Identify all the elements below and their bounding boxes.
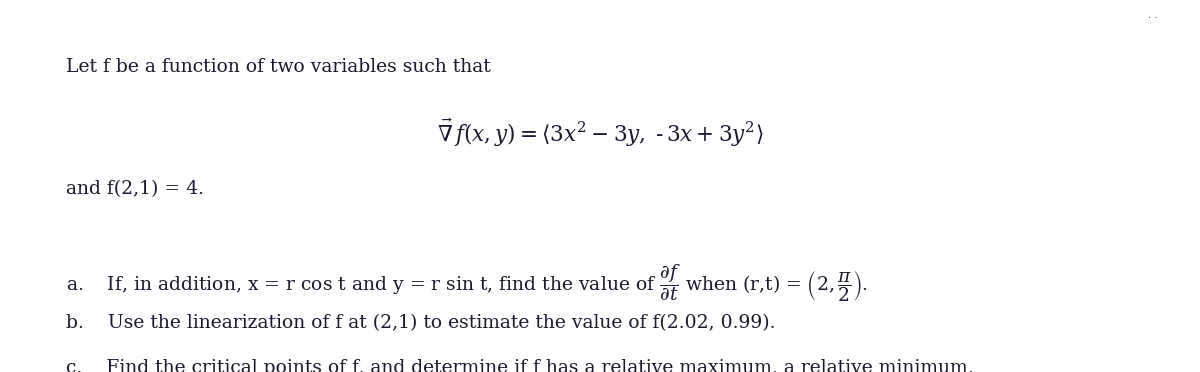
Text: Let f be a function of two variables such that: Let f be a function of two variables suc… (66, 58, 491, 76)
Text: . .: . . (1148, 11, 1158, 20)
Text: c.    Find the critical points of f, and determine if f has a relative maximum, : c. Find the critical points of f, and de… (66, 359, 973, 372)
Text: a.    If, in addition, x = r cos t and y = r sin t, find the value of $\dfrac{\p: a. If, in addition, x = r cos t and y = … (66, 262, 868, 304)
Text: and f(2,1) = 4.: and f(2,1) = 4. (66, 180, 204, 198)
Text: b.    Use the linearization of f at (2,1) to estimate the value of f(2.02, 0.99): b. Use the linearization of f at (2,1) t… (66, 314, 775, 332)
Text: $\vec{\nabla}\, f(x, y) = \langle 3x^2 - 3y,\; \text{-}\, 3x + 3y^2 \rangle$: $\vec{\nabla}\, f(x, y) = \langle 3x^2 -… (437, 117, 763, 150)
